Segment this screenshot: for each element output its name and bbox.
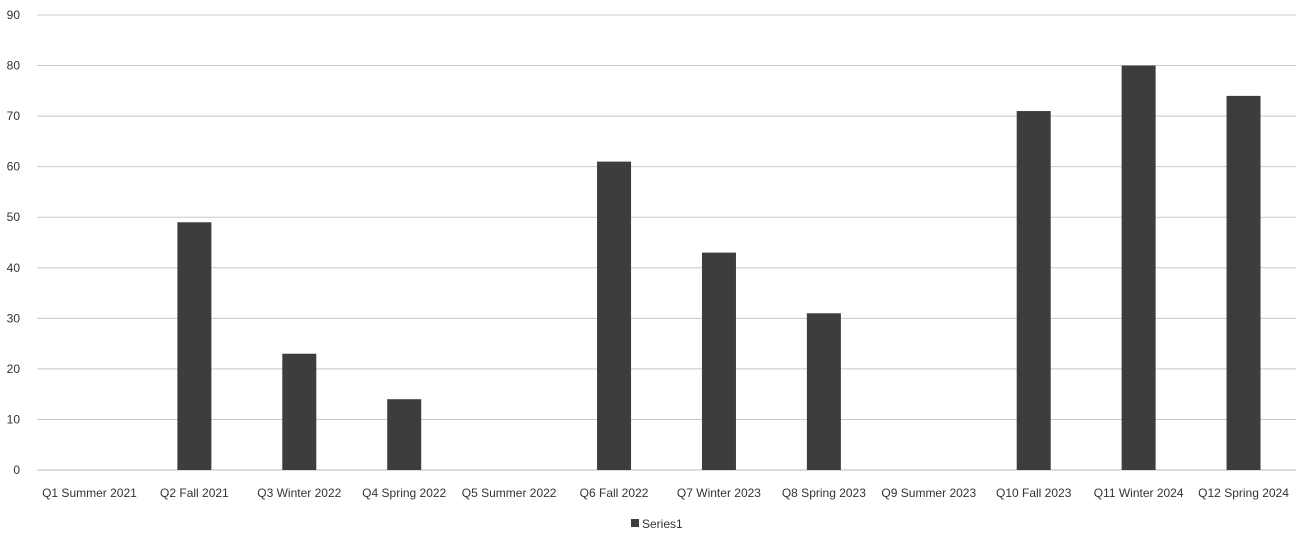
- x-tick-label: Q12 Spring 2024: [1198, 486, 1289, 500]
- bar-10: [1016, 111, 1051, 471]
- y-tick-label: 90: [7, 8, 21, 22]
- legend-label: Series1: [642, 517, 683, 531]
- x-axis-tick-labels: Q1 Summer 2021 Q2 Fall 2021 Q3 Winter 2022…: [42, 486, 1289, 500]
- bar-4: [387, 399, 422, 470]
- x-tick-label: Q7 Winter 2023: [677, 486, 761, 500]
- x-tick-label: Q9 Summer 2023: [881, 486, 976, 500]
- x-tick-label: Q6 Fall 2022: [580, 486, 649, 500]
- legend-swatch: [631, 519, 639, 527]
- x-tick-label: Q3 Winter 2022: [257, 486, 341, 500]
- bar-7: [701, 252, 736, 470]
- bar-12: [1226, 95, 1261, 470]
- x-tick-label: Q5 Summer 2022: [462, 486, 557, 500]
- y-axis-tick-labels: 0 10 20 30 40 50 60 70 80 90: [7, 8, 21, 477]
- x-tick-label: Q11 Winter 2024: [1094, 486, 1184, 500]
- x-tick-label: Q8 Spring 2023: [782, 486, 866, 500]
- x-tick-label: Q4 Spring 2022: [362, 486, 446, 500]
- y-tick-label: 20: [7, 362, 21, 376]
- y-tick-label: 40: [7, 261, 21, 275]
- legend: Series1: [631, 517, 683, 531]
- y-tick-label: 60: [7, 160, 21, 174]
- y-tick-label: 30: [7, 311, 21, 325]
- x-tick-label: Q2 Fall 2021: [160, 486, 229, 500]
- bar-11: [1121, 65, 1156, 471]
- y-tick-label: 0: [13, 463, 20, 477]
- bar-3: [282, 353, 317, 470]
- y-tick-label: 80: [7, 59, 21, 73]
- y-tick-label: 50: [7, 210, 21, 224]
- bar-6: [597, 161, 632, 470]
- y-tick-label: 70: [7, 109, 21, 123]
- bars: [177, 65, 1261, 471]
- bar-8: [806, 313, 841, 470]
- bar-2: [177, 222, 212, 470]
- gridlines: [37, 14, 1296, 471]
- x-tick-label: Q10 Fall 2023: [996, 486, 1072, 500]
- x-tick-label: Q1 Summer 2021: [42, 486, 137, 500]
- y-tick-label: 10: [7, 412, 21, 426]
